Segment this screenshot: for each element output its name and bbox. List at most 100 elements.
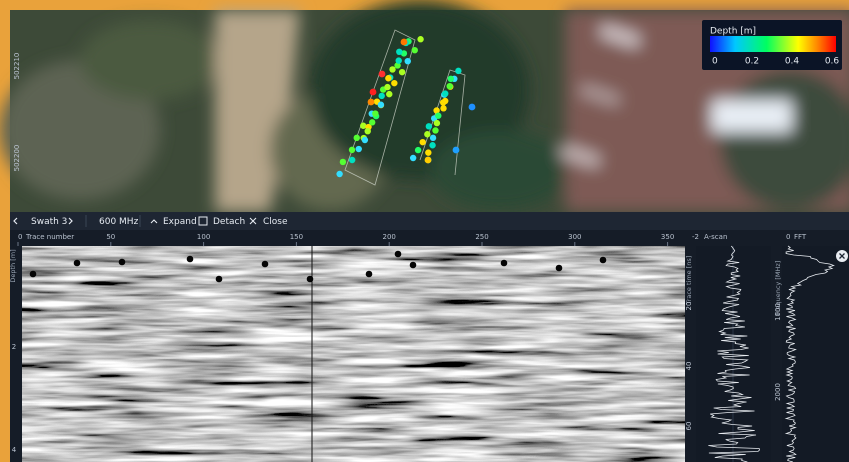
- depth-point: [430, 135, 436, 141]
- depth-point: [379, 93, 385, 99]
- depth-point: [405, 58, 411, 64]
- hyperbola-pick: [395, 251, 402, 258]
- app-window: 502210 502200 Depth [m] 00.20.40.6 Swath…: [0, 0, 849, 462]
- depth-point: [372, 110, 378, 116]
- depth-point: [426, 123, 432, 129]
- depth-point: [401, 39, 408, 46]
- depth-point: [469, 104, 476, 111]
- x-tick-label: 350: [661, 233, 674, 241]
- depth-point: [349, 157, 355, 163]
- legend-gradient: [710, 36, 836, 52]
- hyperbola-pick: [556, 265, 563, 272]
- depth-point: [455, 68, 461, 74]
- depth-point: [415, 147, 421, 153]
- map-view[interactable]: 502210 502200 Depth [m] 0 0.2 0.4 0.6: [0, 0, 849, 212]
- hyperbola-pick: [501, 260, 508, 267]
- depth-point: [386, 91, 392, 97]
- depth-point: [378, 102, 384, 108]
- depth-point: [442, 90, 448, 96]
- ascan-title: A-scan: [704, 233, 727, 241]
- depth-point: [434, 120, 440, 126]
- depth-point: [340, 159, 346, 165]
- hyperbola-pick: [216, 276, 223, 283]
- legend-tick-label: 0.2: [745, 57, 759, 67]
- x-axis-title: Trace number: [25, 233, 74, 241]
- depth-point: [396, 49, 402, 55]
- depth-point: [424, 131, 430, 137]
- hyperbola-pick: [366, 271, 373, 278]
- depth-point: [429, 142, 435, 148]
- hyperbola-pick: [600, 257, 607, 264]
- fft-y-tick: 1000: [774, 303, 782, 321]
- hyperbola-pick: [30, 271, 37, 278]
- x-tick-label: 100: [197, 233, 210, 241]
- depth-point: [425, 157, 432, 164]
- x-tick-label: 250: [475, 233, 488, 241]
- x-tick-label: 0: [18, 233, 22, 241]
- depth-point: [448, 76, 454, 82]
- depth-point: [396, 57, 402, 63]
- hyperbola-pick: [410, 262, 417, 269]
- depth-point: [370, 89, 377, 96]
- depth-point: [368, 99, 375, 106]
- y-tick-label: 2: [12, 343, 16, 351]
- close-button[interactable]: Close: [263, 217, 288, 227]
- depth-point: [336, 171, 342, 177]
- depth-point: [365, 128, 371, 134]
- depth-point: [399, 69, 405, 75]
- depth-point: [412, 47, 418, 53]
- ascan-y-tick: 40: [685, 362, 693, 371]
- ascan-x-tick: -2: [692, 233, 699, 241]
- ascan-panel: -2 A-scan Trace time [ns] 204060: [685, 233, 771, 462]
- depth-point: [385, 75, 391, 81]
- legend-tick-label: 0.6: [825, 57, 840, 67]
- depth-point: [362, 137, 368, 143]
- hyperbola-pick: [119, 259, 126, 266]
- hyperbola-pick: [187, 256, 194, 263]
- depth-point: [447, 83, 453, 89]
- expand-button[interactable]: Expand: [163, 217, 197, 227]
- y-axis-title: Depth [m]: [9, 249, 17, 282]
- legend-title: Depth [m]: [710, 27, 756, 37]
- fft-title: FFT: [794, 233, 807, 241]
- depth-point: [432, 127, 438, 133]
- fft-y-tick: 2000: [774, 383, 782, 401]
- depth-point: [349, 147, 355, 153]
- frequency-label[interactable]: 600 MHz: [99, 217, 139, 227]
- depth-point: [391, 80, 397, 86]
- hyperbola-pick: [262, 261, 269, 268]
- hyperbola-pick: [74, 260, 81, 267]
- ascan-y-tick: 60: [685, 422, 693, 431]
- detach-button[interactable]: Detach: [213, 217, 245, 227]
- fft-bg: [782, 246, 849, 462]
- toolbar: Swath 3 600 MHz Expand Detach Close: [10, 212, 849, 230]
- x-tick-label: 300: [568, 233, 581, 241]
- legend-tick-label: 0: [712, 57, 718, 67]
- x-tick-label: 50: [106, 233, 115, 241]
- depth-point: [384, 84, 390, 90]
- depth-point: [425, 149, 431, 155]
- depth-point: [356, 146, 362, 152]
- legend-tick-label: 0.4: [785, 57, 800, 67]
- map-y-label: 502210: [13, 53, 21, 80]
- depth-point: [419, 139, 425, 145]
- depth-point: [369, 119, 375, 125]
- x-tick-label: 150: [290, 233, 303, 241]
- swath-label: Swath 3: [31, 217, 67, 227]
- depth-point: [389, 66, 395, 72]
- fft-x-tick: 0: [786, 233, 790, 241]
- depth-point: [354, 135, 360, 141]
- map-y-label: 502200: [13, 145, 21, 172]
- hyperbola-pick: [307, 276, 314, 283]
- x-tick-label: 200: [383, 233, 396, 241]
- fft-panel: 0 FFT Frequency [MHz] 100020003000: [774, 233, 849, 462]
- depth-point: [440, 105, 446, 111]
- depth-legend: Depth [m] 0 0.2 0.4 0.6: [702, 20, 842, 70]
- radargram-image: [22, 246, 685, 462]
- depth-point: [442, 98, 448, 104]
- y-tick-label: 4: [12, 446, 17, 454]
- depth-point: [435, 113, 441, 119]
- depth-point: [453, 147, 460, 154]
- ascan-y-title: Trace time [ns]: [685, 256, 693, 306]
- depth-point: [379, 71, 386, 78]
